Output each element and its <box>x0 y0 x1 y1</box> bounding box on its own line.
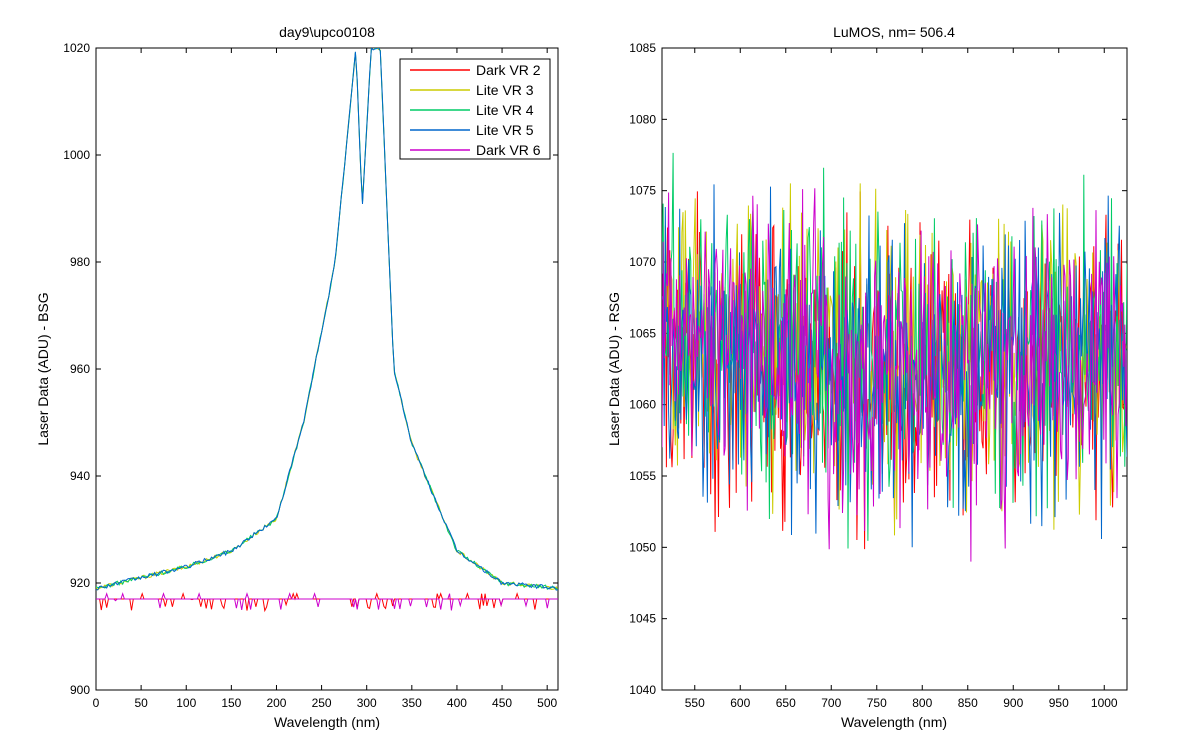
left-series-4-line <box>96 48 558 591</box>
right-ticks: 550 600 650 700 750 800 850 900 950 1000 1040 1045 1… <box>629 41 1127 710</box>
left-x-tick-label: 500 <box>537 696 557 710</box>
right-y-tick-label: 1065 <box>629 326 656 340</box>
right-y-tick-label: 1055 <box>629 469 656 483</box>
left-x-tick-label: 100 <box>176 696 196 710</box>
legend-label-2: Lite VR 3 <box>476 82 534 98</box>
right-x-axis-label: Wavelength (nm) <box>841 714 947 730</box>
left-x-tick-label: 150 <box>221 696 241 710</box>
right-x-tick-label: 650 <box>776 696 796 710</box>
right-x-tick-label: 700 <box>821 696 841 710</box>
left-y-tick-label: 940 <box>70 469 90 483</box>
right-y-tick-label: 1080 <box>629 112 656 126</box>
right-chart-title: LuMOS, nm= 506.4 <box>833 24 955 40</box>
legend-label-5: Dark VR 6 <box>476 142 541 158</box>
right-series-5-line <box>662 188 1127 562</box>
right-x-tick-label: 1000 <box>1091 696 1118 710</box>
right-y-tick-label: 1050 <box>629 540 656 554</box>
left-x-axis-label: Wavelength (nm) <box>274 714 380 730</box>
left-y-tick-label: 1000 <box>63 148 90 162</box>
right-x-tick-label: 600 <box>730 696 750 710</box>
left-y-tick-label: 1020 <box>63 41 90 55</box>
left-y-tick-label: 960 <box>70 362 90 376</box>
left-chart: day9\upco0108 Wavelength (nm) Laser Data… <box>35 24 559 730</box>
left-y-tick-label: 980 <box>70 255 90 269</box>
right-x-tick-label: 800 <box>912 696 932 710</box>
right-y-tick-label: 1040 <box>629 683 656 697</box>
left-x-tick-label: 400 <box>447 696 467 710</box>
left-x-tick-label: 350 <box>402 696 422 710</box>
left-x-tick-label: 450 <box>492 696 512 710</box>
left-y-axis-label: Laser Data (ADU) - BSG <box>35 292 51 445</box>
left-y-tick-label: 920 <box>70 576 90 590</box>
legend-box <box>399 58 551 160</box>
left-x-tick-label: 200 <box>266 696 286 710</box>
legend-label-3: Lite VR 4 <box>476 102 534 118</box>
left-series-5-line <box>96 592 558 611</box>
legend: Dark VR 2 Lite VR 3 Lite VR 4 Lite VR 5 Dark… <box>399 58 551 160</box>
right-x-tick-label: 900 <box>1003 696 1023 710</box>
right-y-axis-label: Laser Data (ADU) - RSG <box>606 292 622 446</box>
left-series-group <box>96 48 558 613</box>
left-y-tick-label: 900 <box>70 683 90 697</box>
right-y-tick-label: 1075 <box>629 184 656 198</box>
legend-label-4: Lite VR 5 <box>476 122 534 138</box>
right-x-tick-label: 750 <box>867 696 887 710</box>
right-y-tick-label: 1085 <box>629 41 656 55</box>
right-x-tick-label: 550 <box>685 696 705 710</box>
right-y-tick-label: 1070 <box>629 255 656 269</box>
left-x-tick-label: 300 <box>357 696 377 710</box>
left-x-tick-label: 50 <box>134 696 148 710</box>
right-y-tick-label: 1060 <box>629 398 656 412</box>
left-ticks: 0 50 100 150 200 250 300 350 400 450 500 900 920 940 9… <box>63 41 558 710</box>
right-series-group <box>662 152 1127 562</box>
legend-label-1: Dark VR 2 <box>476 62 541 78</box>
right-x-tick-label: 850 <box>958 696 978 710</box>
left-chart-title: day9\upco0108 <box>279 24 375 40</box>
right-y-tick-label: 1045 <box>629 612 656 626</box>
right-chart: LuMOS, nm= 506.4 Wavelength (nm) Laser D… <box>606 24 1128 730</box>
left-x-tick-label: 0 <box>93 696 100 710</box>
left-x-tick-label: 250 <box>312 696 332 710</box>
right-x-tick-label: 950 <box>1049 696 1069 710</box>
